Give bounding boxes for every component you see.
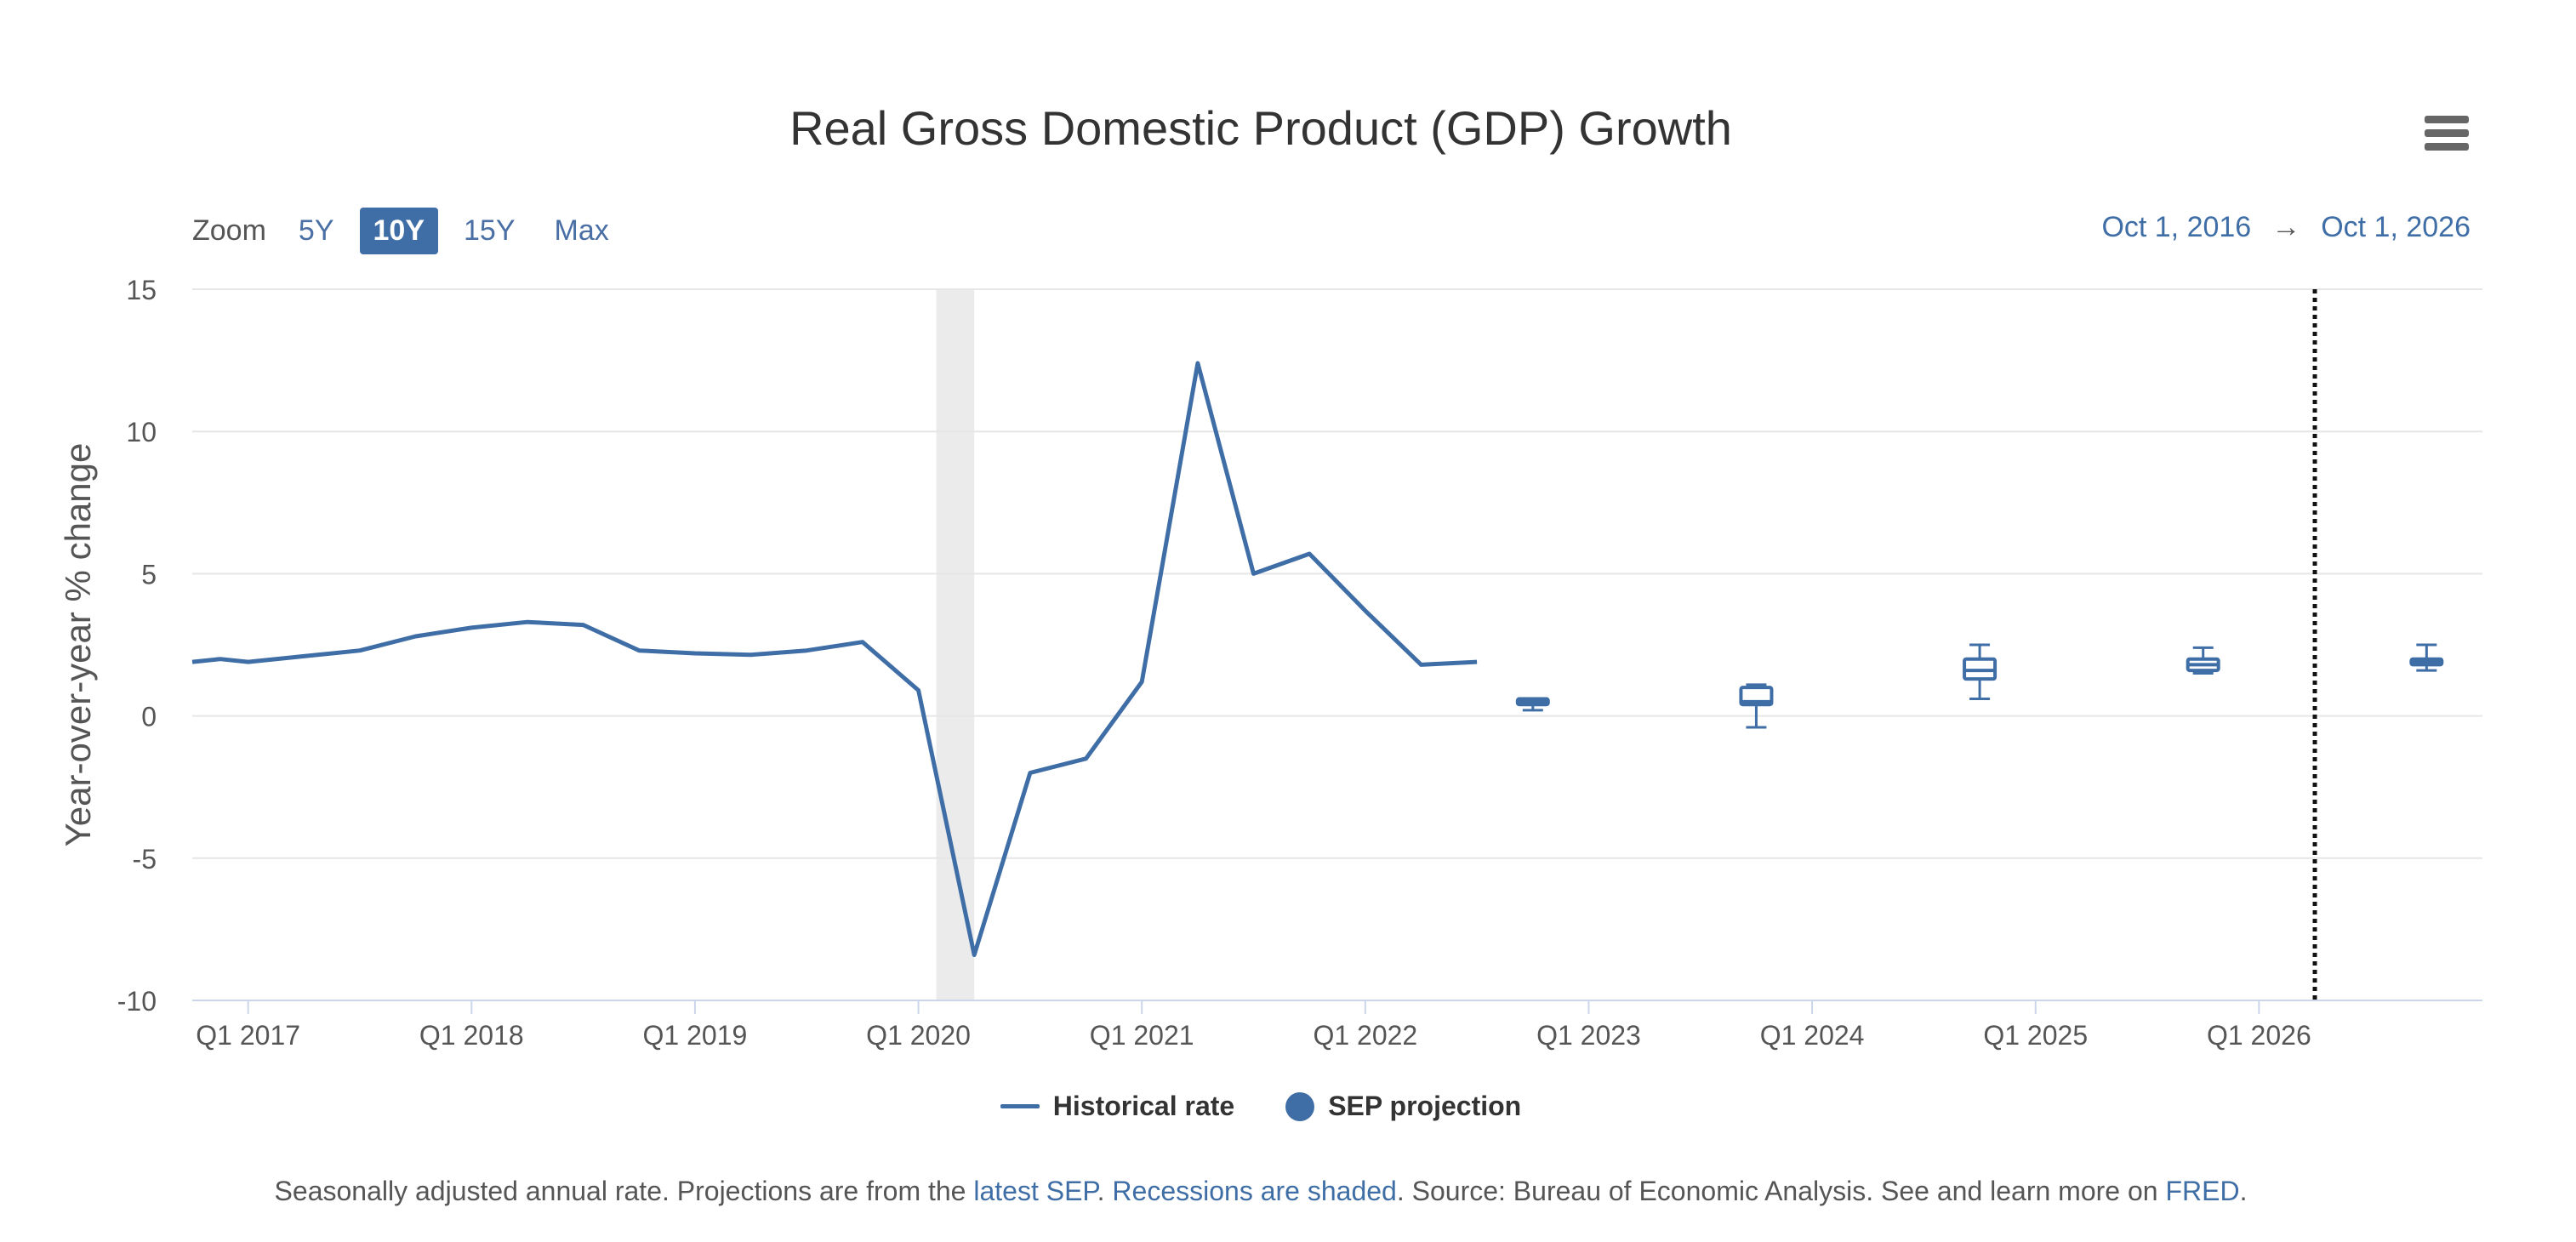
zoom-5y-button[interactable]: 5Y bbox=[298, 214, 334, 247]
footnote-text-2: . bbox=[1097, 1176, 1113, 1206]
footnote-text-1: Seasonally adjusted annual rate. Project… bbox=[274, 1176, 974, 1206]
chart-title: Real Gross Domestic Product (GDP) Growth bbox=[789, 101, 1732, 155]
y-axis-title: Year-over-year % change bbox=[58, 443, 98, 847]
x-tick-label: Q1 2023 bbox=[1536, 1020, 1641, 1051]
x-tick-label: Q1 2022 bbox=[1313, 1020, 1417, 1051]
x-tick-label: Q1 2021 bbox=[1090, 1020, 1194, 1051]
x-tick-label: Q1 2019 bbox=[643, 1020, 748, 1051]
x-tick-label: Q1 2020 bbox=[866, 1020, 971, 1051]
y-tick-label: 10 bbox=[126, 417, 157, 447]
y-tick-label: 15 bbox=[126, 275, 157, 305]
legend-historical-label: Historical rate bbox=[1052, 1091, 1235, 1121]
range-arrow-icon: → bbox=[2271, 211, 2301, 243]
x-tick-label: Q1 2024 bbox=[1760, 1020, 1865, 1051]
fred-link[interactable]: FRED bbox=[2165, 1176, 2240, 1206]
legend-projection-label: SEP projection bbox=[1328, 1091, 1522, 1121]
y-tick-label: 5 bbox=[141, 559, 157, 590]
recessions-link[interactable]: Recessions are shaded bbox=[1112, 1176, 1397, 1206]
range-end-date[interactable]: Oct 1, 2026 bbox=[2321, 211, 2471, 243]
date-range: Oct 1, 2016 → Oct 1, 2026 bbox=[2101, 211, 2471, 244]
x-tick-label: Q1 2017 bbox=[196, 1020, 300, 1051]
footnote-text-4: . bbox=[2239, 1176, 2248, 1206]
zoom-15y-button[interactable]: 15Y bbox=[464, 214, 516, 247]
zoom-max-button[interactable]: Max bbox=[554, 214, 609, 247]
x-tick-label: Q1 2018 bbox=[419, 1020, 524, 1051]
hamburger-menu-icon[interactable] bbox=[2425, 116, 2469, 153]
latest-sep-link[interactable]: latest SEP bbox=[973, 1176, 1097, 1206]
dot-marker-icon bbox=[1285, 1091, 1315, 1121]
zoom-controls: Zoom 5Y 10Y 15Y Max bbox=[192, 204, 635, 257]
legend-projection[interactable]: SEP projection bbox=[1285, 1091, 1521, 1122]
y-tick-label: -10 bbox=[117, 986, 157, 1017]
zoom-10y-button[interactable]: 10Y bbox=[359, 207, 439, 254]
line-marker-icon bbox=[1000, 1104, 1040, 1108]
legend: Historical rate SEP projection bbox=[0, 1091, 2522, 1122]
recession-band-0 bbox=[936, 289, 975, 1000]
footnote-text-3: . Source: Bureau of Economic Analysis. S… bbox=[1396, 1176, 2166, 1206]
footnote: Seasonally adjusted annual rate. Project… bbox=[0, 1176, 2522, 1207]
zoom-label: Zoom bbox=[192, 214, 266, 247]
y-tick-label: 0 bbox=[141, 702, 157, 732]
x-tick-label: Q1 2025 bbox=[1983, 1020, 2088, 1051]
y-tick-label: -5 bbox=[133, 844, 157, 875]
x-tick-label: Q1 2026 bbox=[2207, 1020, 2311, 1051]
range-start-date[interactable]: Oct 1, 2016 bbox=[2101, 211, 2252, 243]
legend-historical[interactable]: Historical rate bbox=[1000, 1091, 1234, 1122]
historical-rate-line[interactable] bbox=[191, 361, 1478, 957]
